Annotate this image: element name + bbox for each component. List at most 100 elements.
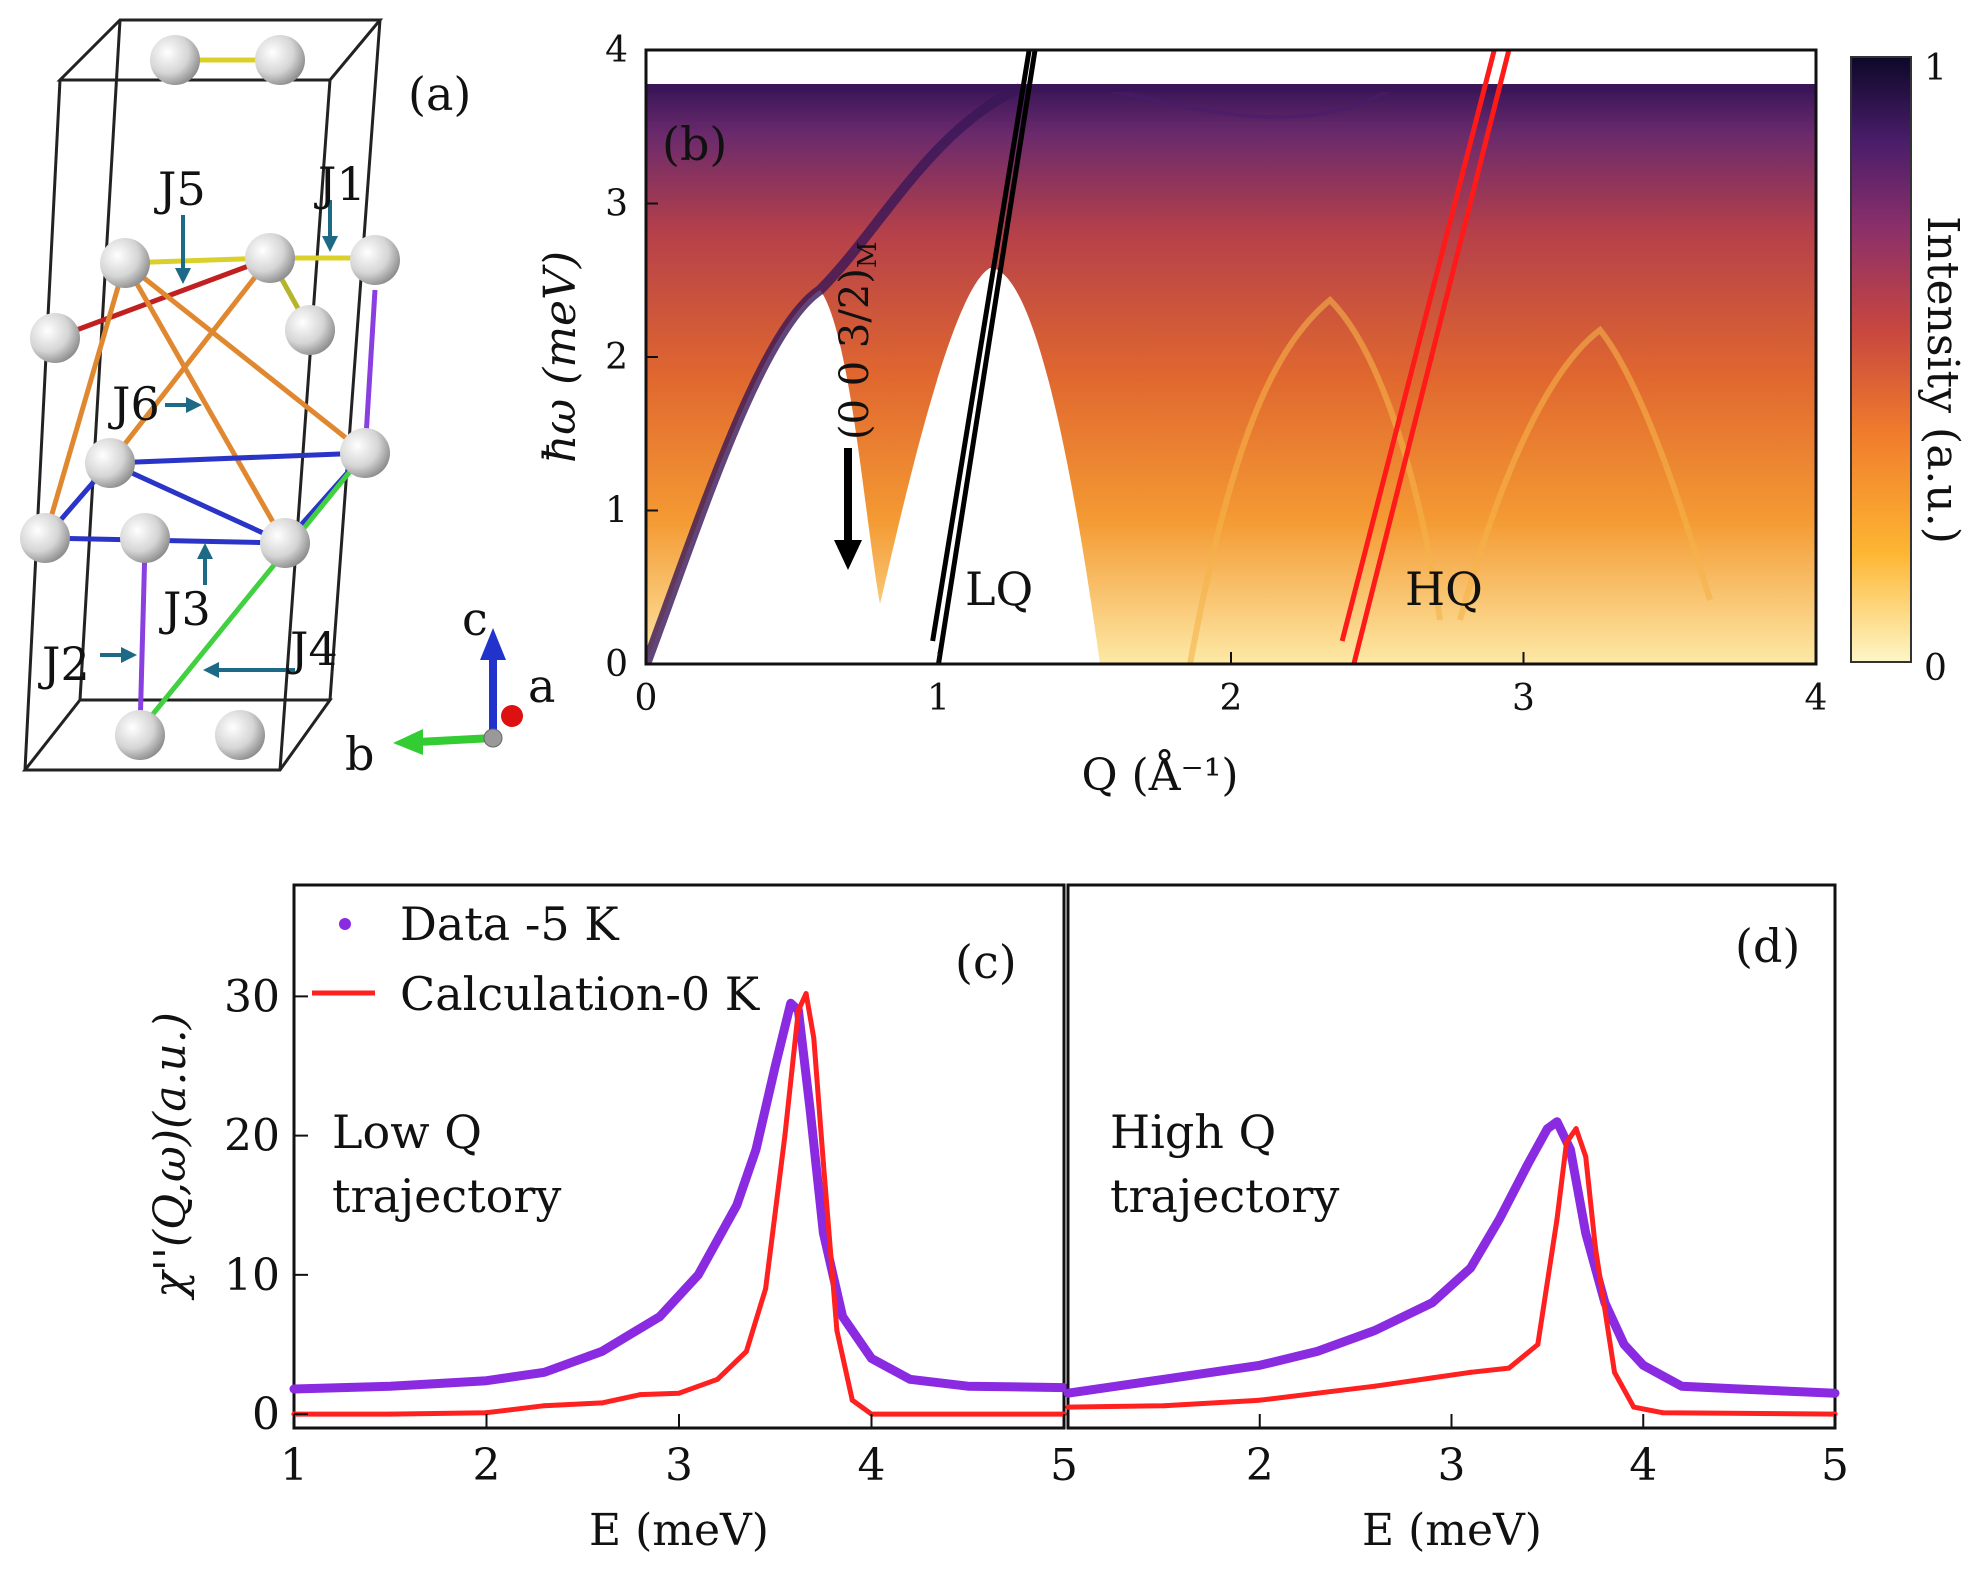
atom — [350, 235, 400, 285]
data-point-d — [1543, 1124, 1552, 1133]
x-tick-label-b: 1 — [927, 678, 950, 719]
data-point-d — [1370, 1326, 1379, 1335]
panel-c-label: (c) — [955, 935, 1017, 989]
panel-d-label: (d) — [1735, 919, 1800, 973]
calc-point-c — [743, 1348, 749, 1354]
peak-annotation: (0 0 3/2)M — [832, 241, 883, 440]
x-tick-label-b: 2 — [1220, 678, 1243, 719]
calc-series-d — [1065, 1126, 1838, 1417]
calc-point-d — [1065, 1404, 1071, 1410]
calc-point-c — [795, 1007, 801, 1013]
y-tick-label-c: 30 — [224, 971, 280, 1022]
data-point-c — [694, 1270, 703, 1279]
data-point-c — [482, 1376, 491, 1385]
data-point-c — [906, 1375, 914, 1384]
x-tick-label-c: 3 — [665, 1440, 693, 1491]
lq-label: LQ — [965, 562, 1033, 616]
data-point-d — [1064, 1389, 1072, 1398]
data-point-c — [867, 1354, 876, 1363]
calc-point-c — [849, 1397, 855, 1403]
y-tick-label-b: 0 — [605, 644, 628, 685]
x-tick-label-b: 0 — [635, 678, 658, 719]
data-point-d — [1552, 1117, 1561, 1126]
data-point-d — [1524, 1159, 1533, 1168]
calc-point-d — [1468, 1369, 1474, 1375]
data-point-d — [1831, 1389, 1839, 1398]
y-tick-label-b: 4 — [605, 30, 628, 71]
data-point-c — [819, 1229, 828, 1238]
calc-point-d — [1631, 1404, 1637, 1410]
calc-point-c — [763, 1286, 769, 1292]
data-series-d — [1063, 1117, 1840, 1398]
x-tick-label-b: 3 — [1512, 678, 1535, 719]
crystal-structure-panel: (a) J5 J1 J6 J3 J2 J4 c a b — [20, 18, 555, 781]
calc-point-c — [541, 1403, 547, 1409]
data-point-d — [1620, 1340, 1629, 1349]
calc-point-d — [1583, 1154, 1589, 1159]
data-point-d — [1639, 1361, 1648, 1370]
atom — [215, 710, 265, 760]
legend-marker-data — [339, 918, 351, 930]
calc-point-c — [387, 1411, 393, 1417]
calc-point-d — [1314, 1390, 1320, 1396]
atom — [245, 233, 295, 283]
calc-point-d — [1535, 1341, 1541, 1347]
x-tick-label-d: 4 — [1629, 1440, 1657, 1491]
data-point-c — [838, 1312, 847, 1321]
atom — [30, 313, 80, 363]
calc-point-c — [820, 1160, 826, 1166]
data-point-c — [805, 1103, 814, 1112]
y-tick-label-b: 3 — [605, 184, 628, 225]
axis-label-a: a — [528, 659, 555, 713]
trajectory-hq — [1339, 50, 1497, 642]
colorbar-max-label: 1 — [1924, 48, 1947, 89]
spectral-intensity-region — [646, 88, 1816, 664]
calc-point-d — [1564, 1140, 1570, 1146]
x-axis-label-d: E (meV) — [1362, 1505, 1542, 1556]
atom — [120, 513, 170, 563]
atom — [285, 305, 335, 355]
axes-triad: c a b — [345, 592, 555, 781]
data-point-d — [1428, 1298, 1437, 1307]
data-point-c — [290, 1385, 298, 1394]
data-point-c — [732, 1201, 741, 1210]
atom — [260, 518, 310, 568]
calc-point-c — [834, 1328, 840, 1334]
x-tick-label-d: 3 — [1438, 1440, 1466, 1491]
calc-point-d — [1257, 1397, 1263, 1403]
coupling-label-j6: J6 — [108, 377, 160, 431]
panel-b-label: (b) — [662, 117, 727, 171]
y-tick-label-c: 10 — [224, 1250, 280, 1301]
calc-point-c — [782, 1133, 788, 1139]
data-point-d — [1677, 1382, 1686, 1391]
data-point-d — [1313, 1347, 1322, 1356]
peak-arrow-icon — [834, 540, 862, 570]
atom — [20, 513, 70, 563]
x-axis-label-b: Q (Å⁻¹) — [1081, 748, 1238, 801]
y-axis-label-c: χ''(Q,ω)(a.u.) — [145, 1012, 196, 1301]
calc-point-c — [803, 991, 809, 997]
x-tick-label-d: 2 — [1246, 1440, 1274, 1491]
data-point-d — [1159, 1375, 1168, 1384]
calc-point-c — [715, 1376, 720, 1382]
atom — [255, 35, 305, 85]
calc-point-d — [1554, 1216, 1560, 1222]
calc-point-d — [1429, 1375, 1435, 1381]
colorbar-label: Intensity (a.u.) — [1917, 216, 1968, 544]
data-point-d — [1495, 1215, 1504, 1224]
data-point-c — [540, 1368, 549, 1377]
legend-entry-data: Data -5 K — [400, 897, 620, 951]
trajectory-lq — [930, 50, 1032, 642]
data-point-d — [1735, 1385, 1744, 1394]
data-point-c — [963, 1382, 972, 1391]
coupling-label-j4: J4 — [286, 622, 338, 676]
calc-point-d — [1659, 1410, 1665, 1416]
atom — [100, 238, 150, 288]
x-tick-label-c: 4 — [858, 1440, 886, 1491]
calc-point-c — [638, 1392, 643, 1398]
x-tick-label-d: 5 — [1821, 1440, 1849, 1491]
colorbar: 1 0 Intensity (a.u.) — [1850, 48, 1968, 689]
atom — [115, 710, 165, 760]
data-point-d — [1255, 1361, 1264, 1370]
